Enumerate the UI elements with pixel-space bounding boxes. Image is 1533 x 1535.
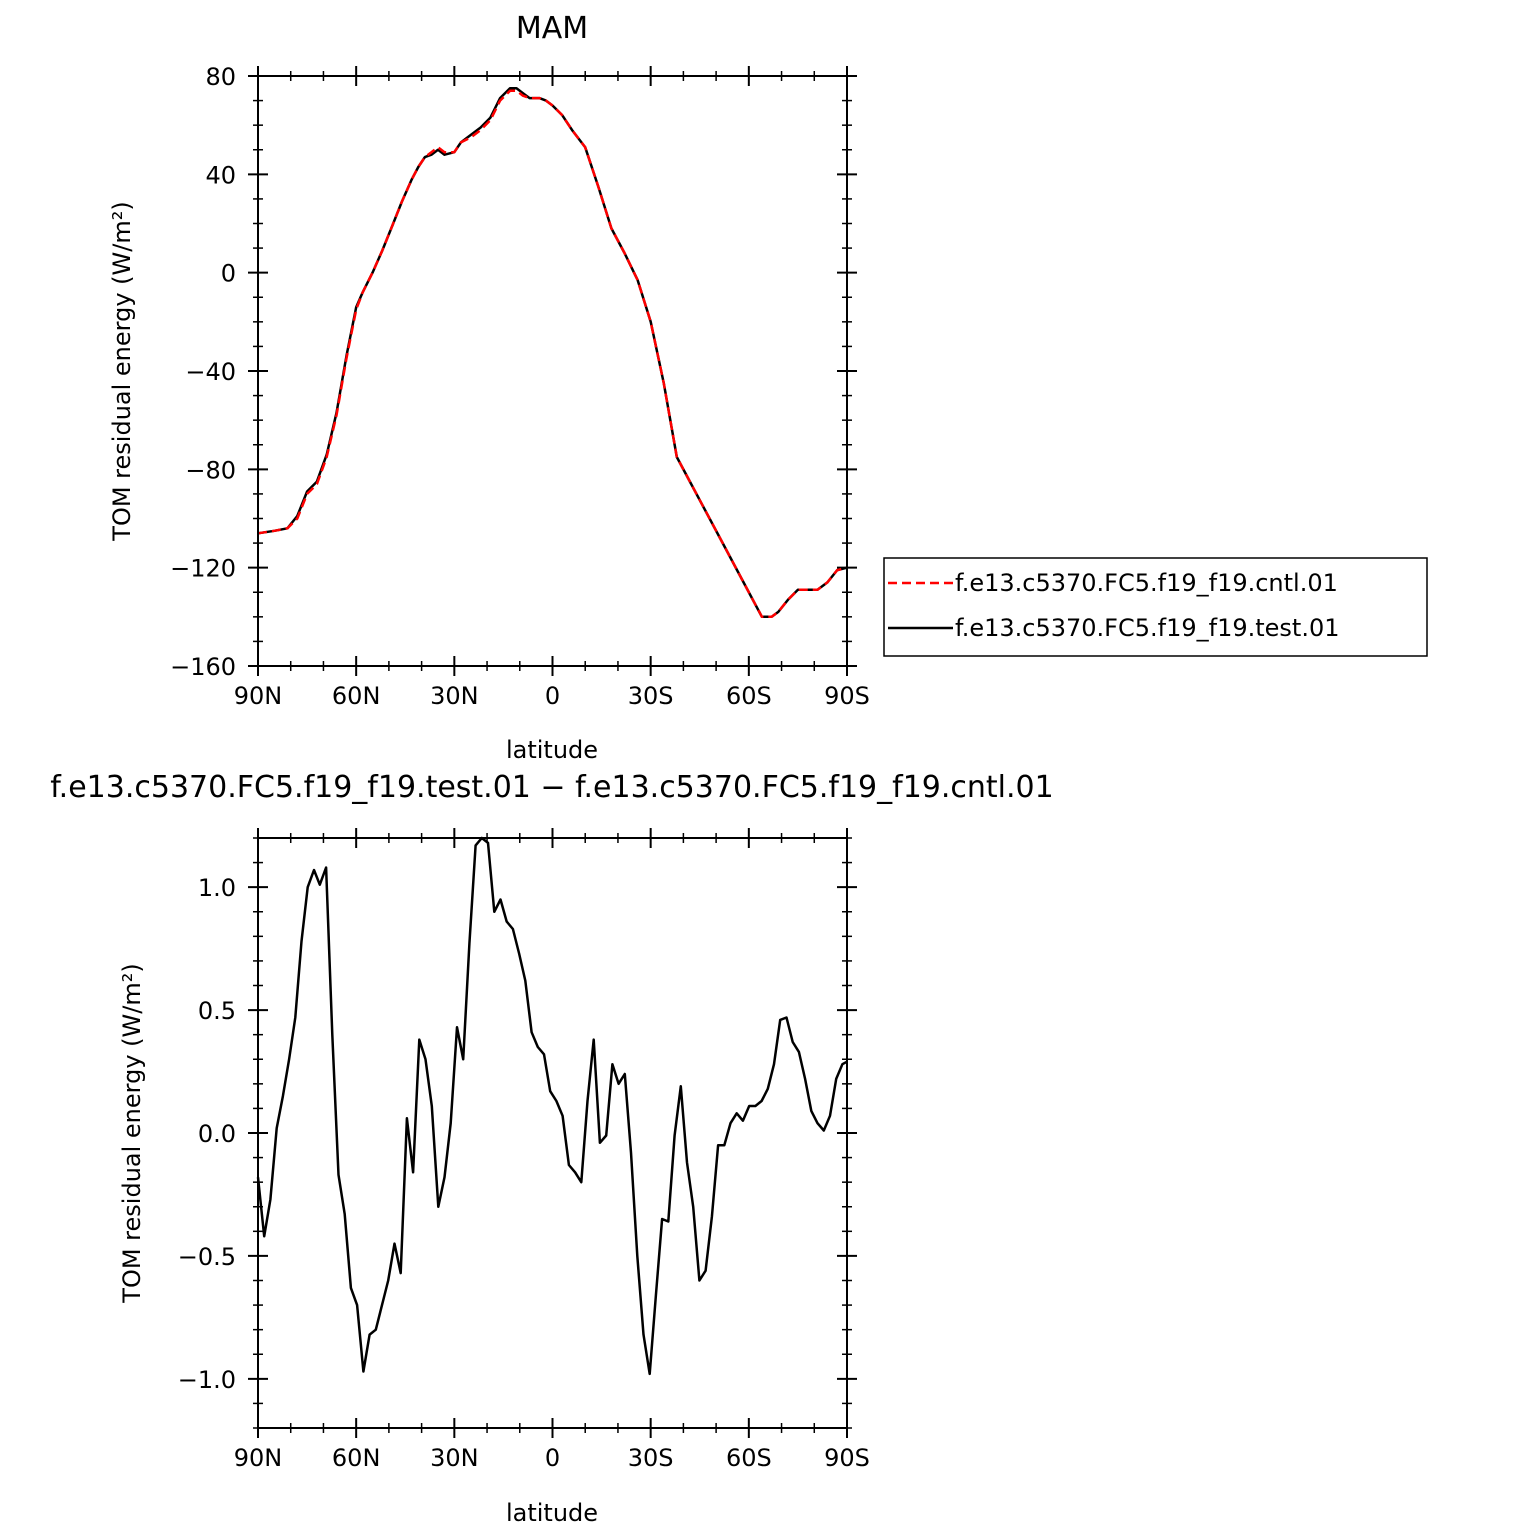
top-y-tick-labels: 80 40 0 −40 −80 −120 −160 [170,63,236,681]
x-tick-label: 0 [545,682,560,710]
top-plot-frame [257,75,848,667]
x-tick-label: 60S [726,1444,772,1472]
y-tick-label: 0 [221,260,236,288]
x-tick-label: 90S [824,682,870,710]
y-tick-label: 1.0 [198,874,236,902]
x-tick-label: 60N [332,682,381,710]
x-tick-label: 90S [824,1444,870,1472]
bottom-x-tick-labels: 90N 60N 30N 0 30S 60S 90S [234,1444,870,1472]
bottom-chart-title: f.e13.c5370.FC5.f19_f19.test.01 − f.e13.… [50,770,1053,805]
y-tick-label: −1.0 [178,1366,236,1394]
legend-label-cntl: f.e13.c5370.FC5.f19_f19.cntl.01 [955,569,1338,597]
x-tick-label: 90N [234,682,283,710]
top-series-group [257,87,848,619]
top-x-axis-label: latitude [506,736,598,764]
y-tick-label: 40 [205,161,236,189]
y-tick-label: −120 [170,555,236,583]
x-tick-label: 30N [430,1444,479,1472]
bottom-x-axis-label: latitude [506,1499,598,1527]
y-tick-label: 0.5 [198,997,236,1025]
bottom-y-axis-label: TOM residual energy (W/m²) [118,963,146,1303]
bottom-series-group [256,836,848,1376]
x-tick-label: 30S [628,1444,674,1472]
x-tick-label: 60S [726,682,772,710]
y-tick-label: 80 [205,63,236,91]
x-tick-label: 30N [430,682,479,710]
x-tick-label: 90N [234,1444,283,1472]
x-tick-label: 0 [545,1444,560,1472]
top-x-tick-labels: 90N 60N 30N 0 30S 60S 90S [234,682,870,710]
y-tick-label: −80 [185,456,236,484]
bottom-plot-frame [257,837,848,1429]
y-tick-label: 0.0 [198,1120,236,1148]
x-tick-label: 60N [332,1444,381,1472]
legend-label-test: f.e13.c5370.FC5.f19_f19.test.01 [955,614,1340,642]
top-chart-title: MAM [516,11,588,46]
y-tick-label: −0.5 [178,1243,236,1271]
series-line-1-0 [256,836,848,1376]
series-line-0-0 [257,89,848,619]
x-tick-label: 30S [628,682,674,710]
top-panel: MAM 90N 60N 30N 0 30S 60S 90S 80 40 0 −40 −80 −120 −… [108,11,1428,764]
y-tick-label: −40 [185,358,236,386]
top-y-axis-label: TOM residual energy (W/m²) [108,201,136,541]
legend-box [883,557,1428,657]
legend: f.e13.c5370.FC5.f19_f19.cntl.01 f.e13.c5… [883,557,1428,657]
y-tick-label: −160 [170,653,236,681]
bottom-y-tick-labels: 1.0 0.5 0.0 −0.5 −1.0 [178,874,236,1394]
bottom-panel: f.e13.c5370.FC5.f19_f19.test.01 − f.e13.… [50,770,1053,1527]
